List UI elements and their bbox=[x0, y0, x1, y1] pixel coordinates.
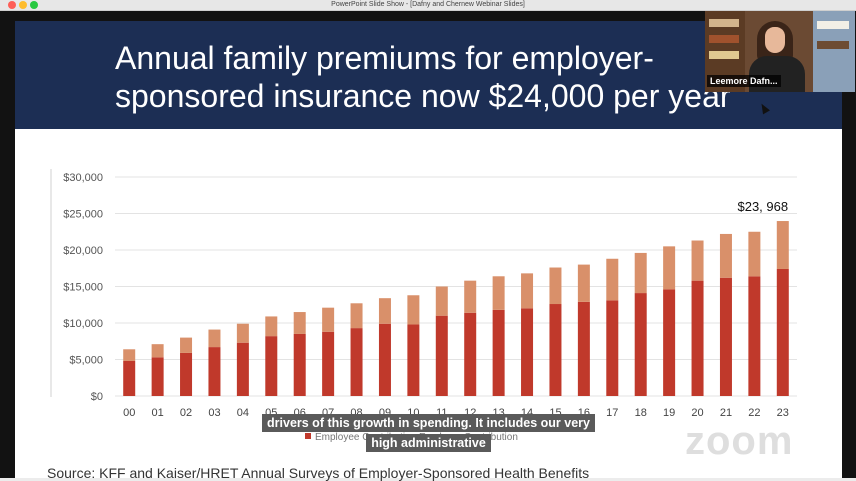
bar-worker-contribution bbox=[350, 328, 363, 396]
bar-worker-contribution bbox=[236, 342, 249, 396]
bar-employer-contribution bbox=[634, 252, 647, 294]
y-tick-label: $25,000 bbox=[63, 209, 103, 221]
bar-worker-contribution bbox=[180, 352, 193, 396]
bar-worker-contribution bbox=[521, 308, 534, 396]
x-tick-label: 11 bbox=[436, 407, 447, 419]
bar-employer-contribution bbox=[464, 280, 477, 313]
x-tick-label: 15 bbox=[549, 407, 561, 419]
slide-header: Annual family premiums for employer- spo… bbox=[15, 21, 842, 129]
window-title: PowerPoint Slide Show - [Dafny and Chern… bbox=[331, 1, 525, 8]
x-tick-label: 00 bbox=[123, 407, 135, 419]
y-tick-label: $30,000 bbox=[63, 172, 103, 184]
bar-employer-contribution bbox=[180, 337, 193, 353]
bar-worker-contribution bbox=[265, 336, 278, 396]
x-tick-label: 21 bbox=[720, 407, 732, 419]
bar-worker-contribution bbox=[208, 347, 221, 396]
bar-employer-contribution bbox=[776, 221, 789, 269]
close-window-button[interactable] bbox=[8, 1, 16, 9]
bar-worker-contribution bbox=[435, 315, 448, 396]
x-tick-label: 12 bbox=[464, 407, 476, 419]
bar-worker-contribution bbox=[748, 276, 761, 396]
bar-employer-contribution bbox=[123, 349, 136, 361]
total-annotation: $23, 968 bbox=[737, 199, 788, 214]
bar-worker-contribution bbox=[549, 304, 562, 396]
x-tick-label: 03 bbox=[208, 407, 220, 419]
x-tick-label: 07 bbox=[322, 407, 334, 419]
y-tick-label: $15,000 bbox=[63, 282, 103, 294]
bar-worker-contribution bbox=[606, 300, 619, 396]
bar-employer-contribution bbox=[492, 276, 505, 310]
y-tick-label: $5,000 bbox=[69, 355, 103, 367]
bar-employer-contribution bbox=[236, 323, 249, 343]
source-note: Source: KFF and Kaiser/HRET Annual Surve… bbox=[47, 465, 590, 481]
slide-title-line-2: sponsored insurance now $24,000 per year bbox=[115, 78, 731, 114]
bar-worker-contribution bbox=[151, 357, 164, 396]
bar-employer-contribution bbox=[549, 267, 562, 305]
participant-face bbox=[765, 27, 785, 53]
x-tick-label: 05 bbox=[265, 407, 277, 419]
bar-employer-contribution bbox=[407, 295, 420, 325]
slide-title-line-1: Annual family premiums for employer- bbox=[115, 40, 654, 76]
bar-employer-contribution bbox=[151, 344, 164, 358]
maximize-window-button[interactable] bbox=[30, 1, 38, 9]
minimize-window-button[interactable] bbox=[19, 1, 27, 9]
bar-worker-contribution bbox=[293, 333, 306, 396]
x-tick-label: 17 bbox=[606, 407, 618, 419]
bar-employer-contribution bbox=[265, 316, 278, 337]
bar-employer-contribution bbox=[378, 298, 391, 324]
x-tick-label: 09 bbox=[379, 407, 391, 419]
bar-worker-contribution bbox=[464, 312, 477, 396]
bar-employer-contribution bbox=[606, 258, 619, 301]
bar-worker-contribution bbox=[577, 301, 590, 396]
slide-title: Annual family premiums for employer- spo… bbox=[115, 39, 755, 115]
x-tick-label: 14 bbox=[521, 407, 533, 419]
bar-worker-contribution bbox=[691, 280, 704, 396]
x-tick-label: 19 bbox=[663, 407, 675, 419]
x-tick-label: 02 bbox=[180, 407, 192, 419]
bar-employer-contribution bbox=[748, 231, 761, 277]
zoom-watermark: zoom bbox=[685, 419, 794, 463]
bar-worker-contribution bbox=[322, 331, 335, 396]
bar-worker-contribution bbox=[378, 323, 391, 396]
x-tick-label: 04 bbox=[237, 407, 249, 419]
bar-employer-contribution bbox=[521, 273, 534, 309]
bar-worker-contribution bbox=[407, 324, 420, 396]
x-tick-label: 10 bbox=[407, 407, 419, 419]
x-tick-label: 13 bbox=[493, 407, 505, 419]
bar-worker-contribution bbox=[663, 289, 676, 396]
bar-employer-contribution bbox=[208, 329, 221, 348]
x-tick-label: 23 bbox=[777, 407, 789, 419]
bar-worker-contribution bbox=[634, 293, 647, 396]
x-tick-label: 01 bbox=[152, 407, 164, 419]
bar-employer-contribution bbox=[691, 240, 704, 281]
bar-employer-contribution bbox=[719, 233, 732, 278]
bar-worker-contribution bbox=[776, 268, 789, 396]
y-tick-label: $20,000 bbox=[63, 245, 103, 257]
window-titlebar: PowerPoint Slide Show - [Dafny and Chern… bbox=[0, 0, 856, 11]
bar-employer-contribution bbox=[577, 264, 590, 302]
bar-worker-contribution bbox=[492, 309, 505, 396]
participant-name: Leemore Dafn... bbox=[707, 75, 781, 87]
x-tick-label: 16 bbox=[578, 407, 590, 419]
bar-employer-contribution bbox=[293, 312, 306, 334]
premiums-bar-chart: $0 $5,000 $10,000 $15,000 $20,000 $25,000 $30,… bbox=[50, 169, 797, 443]
x-tick-label: 08 bbox=[350, 407, 362, 419]
bar-worker-contribution bbox=[123, 360, 136, 396]
bar-employer-contribution bbox=[322, 307, 335, 332]
x-tick-label: 22 bbox=[748, 407, 760, 419]
y-tick-label: $10,000 bbox=[63, 318, 103, 330]
x-tick-label: 06 bbox=[294, 407, 306, 419]
legend: Employee Contribution Employer Contribut… bbox=[315, 432, 518, 443]
bar-employer-contribution bbox=[350, 303, 363, 329]
bar-employer-contribution bbox=[435, 286, 448, 316]
x-tick-label: 20 bbox=[691, 407, 703, 419]
legend-swatch-worker bbox=[305, 433, 311, 439]
bar-employer-contribution bbox=[663, 246, 676, 290]
slide-body: $0 $5,000 $10,000 $15,000 $20,000 $25,000 $30,… bbox=[15, 129, 842, 481]
participant-video[interactable]: Leemore Dafn... bbox=[705, 11, 855, 92]
x-tick-label: 18 bbox=[635, 407, 647, 419]
y-tick-label: $0 bbox=[91, 391, 103, 403]
bar-worker-contribution bbox=[719, 277, 732, 396]
slideshow-stage[interactable]: Annual family premiums for employer- spo… bbox=[0, 11, 856, 481]
